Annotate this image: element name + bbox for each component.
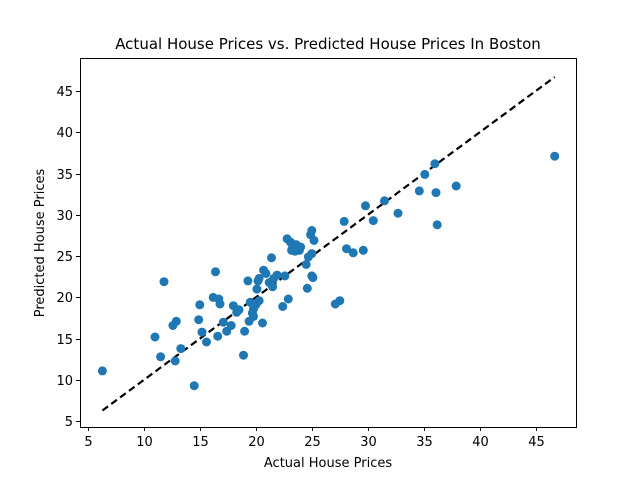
data-point [308,273,318,283]
data-point [213,331,223,341]
y-tick-label: 25 [56,250,73,265]
data-point [170,356,180,366]
data-point [414,186,424,196]
data-point [348,248,358,258]
data-point [226,321,236,330]
data-point [254,273,264,283]
data-point [258,318,267,328]
x-tick-label: 35 [416,435,433,450]
chart-title: Actual House Prices vs. Predicted House … [115,35,541,53]
x-tick-label: 40 [472,435,489,450]
x-axis-label: Actual House Prices [264,456,392,471]
data-point [197,327,207,337]
data-point [307,249,317,259]
data-point [420,169,430,179]
data-point [176,344,186,354]
data-point [339,216,349,226]
x-tick-label: 20 [248,435,265,450]
x-tick-label: 10 [136,435,153,450]
data-point [239,350,248,360]
data-point [296,242,306,252]
data-point [97,366,107,376]
data-point [283,294,293,304]
y-tick-label: 10 [56,374,73,389]
x-tick-label: 5 [84,435,92,450]
data-point [240,326,250,336]
y-tick-label: 30 [56,209,73,224]
y-axis-ticks: 5 10 15 20 25 30 35 40 45 [56,85,80,430]
x-tick-label: 15 [192,435,209,450]
data-point [301,259,311,269]
data-point [335,296,345,306]
x-axis-ticks: 5 10 15 20 25 30 35 40 45 [84,427,545,450]
data-point [358,245,368,255]
data-point [252,284,262,294]
data-point [368,216,378,226]
y-tick-label: 45 [56,85,73,100]
data-point [267,253,276,263]
data-point [550,151,560,161]
data-point [194,315,204,325]
data-point [302,283,312,293]
plot-frame [80,58,577,428]
data-point [431,188,441,198]
data-point [430,159,440,169]
data-point [380,196,389,206]
data-point [159,277,169,287]
data-point [215,299,225,309]
data-point [254,296,264,306]
y-axis-label: Predicted House Prices [33,169,48,318]
x-tick-label: 30 [360,435,377,450]
y-tick-label: 40 [56,126,73,141]
y-tick-label: 15 [56,333,73,348]
data-point [361,201,370,211]
data-point [393,208,403,218]
data-point [243,276,253,286]
data-point [218,317,228,327]
data-point [309,235,319,245]
data-point [278,302,288,311]
data-point [202,337,211,347]
data-point [342,244,351,254]
data-points-layer [97,151,560,391]
data-point [272,270,282,280]
data-point [432,220,442,230]
y-tick-label: 5 [65,415,73,430]
data-point [451,181,461,191]
data-point [261,269,271,278]
data-point [189,381,199,391]
data-point [280,271,290,281]
data-point [156,352,166,362]
data-point [249,311,258,321]
x-tick-label: 25 [304,435,321,450]
data-point [195,300,205,310]
reference-line [101,76,556,412]
data-point [150,332,160,342]
data-point [211,267,220,277]
y-tick-label: 35 [56,168,73,183]
data-point [171,316,181,326]
data-point [234,305,244,315]
reference-line-layer [101,76,556,412]
data-point [268,282,278,292]
data-point [307,226,317,235]
y-tick-label: 20 [56,291,73,306]
x-tick-label: 45 [528,435,545,450]
